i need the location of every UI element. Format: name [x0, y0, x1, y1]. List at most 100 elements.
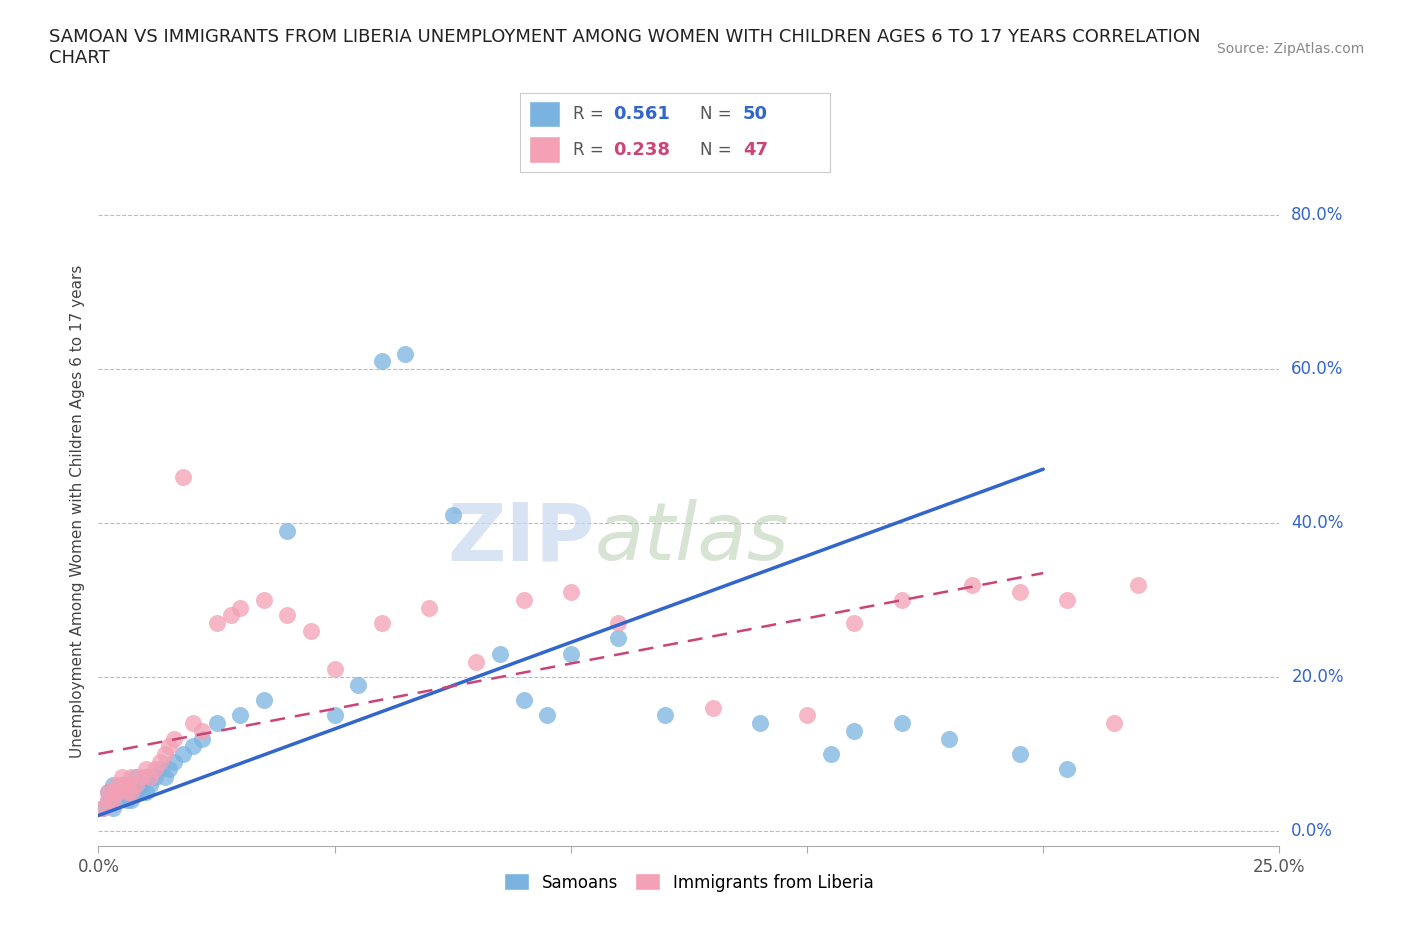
- Point: [105, 792, 128, 807]
- Point: [91, 801, 114, 816]
- Point: [115, 792, 138, 807]
- Point: [844, 724, 866, 738]
- Point: [153, 747, 176, 762]
- Point: [1008, 585, 1031, 600]
- Point: [702, 700, 724, 715]
- Point: [105, 777, 128, 792]
- Point: [536, 708, 558, 723]
- Point: [607, 616, 630, 631]
- Point: [844, 616, 866, 631]
- Point: [135, 770, 157, 785]
- Text: 0.0%: 0.0%: [1291, 822, 1333, 840]
- Point: [139, 777, 162, 792]
- Point: [97, 792, 120, 807]
- Text: 47: 47: [742, 141, 768, 159]
- Point: [1102, 716, 1125, 731]
- Point: [323, 662, 346, 677]
- Point: [181, 738, 204, 753]
- Text: ZIP: ZIP: [447, 499, 595, 578]
- Point: [129, 777, 152, 792]
- Point: [962, 578, 984, 592]
- Point: [143, 762, 166, 777]
- Point: [512, 693, 534, 708]
- Point: [796, 708, 818, 723]
- Text: 80.0%: 80.0%: [1291, 206, 1344, 224]
- Point: [111, 770, 134, 785]
- Point: [299, 623, 322, 638]
- Point: [115, 785, 138, 800]
- Text: N =: N =: [700, 105, 731, 124]
- Point: [105, 785, 128, 800]
- Point: [125, 770, 148, 785]
- Point: [153, 770, 176, 785]
- Point: [371, 616, 394, 631]
- Point: [938, 731, 960, 746]
- Point: [163, 754, 186, 769]
- Point: [1126, 578, 1149, 592]
- Point: [465, 654, 488, 669]
- Text: N =: N =: [700, 141, 731, 159]
- Point: [101, 785, 124, 800]
- Point: [191, 724, 214, 738]
- Text: 20.0%: 20.0%: [1291, 668, 1344, 686]
- Point: [115, 777, 138, 792]
- Point: [97, 792, 120, 807]
- Point: [394, 346, 416, 361]
- Point: [121, 792, 143, 807]
- Point: [181, 716, 204, 731]
- Point: [91, 801, 114, 816]
- Point: [172, 747, 194, 762]
- Point: [890, 716, 912, 731]
- Point: [371, 354, 394, 369]
- Point: [157, 738, 180, 753]
- Point: [121, 770, 143, 785]
- Point: [1008, 747, 1031, 762]
- Point: [172, 470, 194, 485]
- Point: [441, 508, 464, 523]
- Text: atlas: atlas: [595, 499, 789, 578]
- Point: [191, 731, 214, 746]
- Point: [253, 592, 276, 607]
- Point: [418, 600, 440, 615]
- Text: SAMOAN VS IMMIGRANTS FROM LIBERIA UNEMPLOYMENT AMONG WOMEN WITH CHILDREN AGES 6 : SAMOAN VS IMMIGRANTS FROM LIBERIA UNEMPL…: [49, 28, 1201, 67]
- Point: [253, 693, 276, 708]
- Point: [125, 785, 148, 800]
- Point: [229, 708, 252, 723]
- Point: [157, 762, 180, 777]
- Point: [129, 785, 152, 800]
- Point: [105, 785, 128, 800]
- Point: [607, 631, 630, 646]
- Point: [143, 770, 166, 785]
- Bar: [530, 137, 561, 163]
- Text: 60.0%: 60.0%: [1291, 360, 1344, 379]
- Point: [205, 616, 228, 631]
- Text: 0.561: 0.561: [613, 105, 669, 124]
- Point: [135, 785, 157, 800]
- Point: [820, 747, 842, 762]
- Point: [276, 608, 298, 623]
- Point: [219, 608, 242, 623]
- Text: 50: 50: [742, 105, 768, 124]
- Point: [121, 777, 143, 792]
- Point: [129, 770, 152, 785]
- Point: [125, 777, 148, 792]
- Point: [97, 785, 120, 800]
- Point: [1056, 762, 1078, 777]
- Point: [163, 731, 186, 746]
- Text: R =: R =: [572, 141, 603, 159]
- Point: [121, 785, 143, 800]
- Point: [323, 708, 346, 723]
- Text: 0.238: 0.238: [613, 141, 671, 159]
- Point: [101, 801, 124, 816]
- Point: [115, 785, 138, 800]
- Point: [512, 592, 534, 607]
- Point: [101, 792, 124, 807]
- Point: [97, 785, 120, 800]
- Point: [111, 785, 134, 800]
- Point: [149, 762, 172, 777]
- Point: [489, 646, 512, 661]
- Point: [205, 716, 228, 731]
- Point: [560, 585, 582, 600]
- Point: [890, 592, 912, 607]
- Text: Source: ZipAtlas.com: Source: ZipAtlas.com: [1216, 42, 1364, 56]
